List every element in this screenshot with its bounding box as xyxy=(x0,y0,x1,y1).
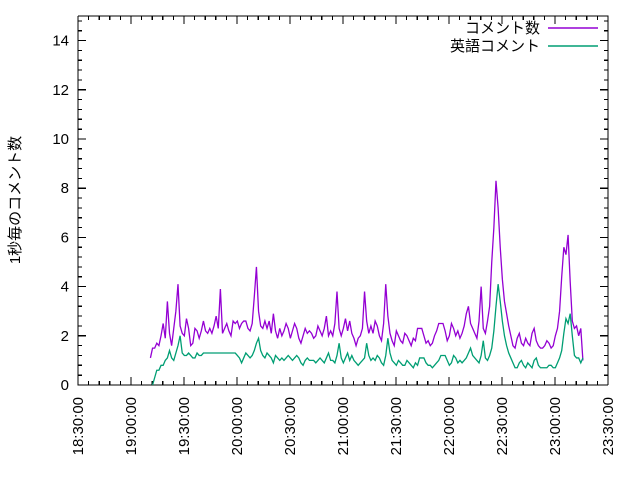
x-axis-tick-labels: 18:30:00 19:00:00 19:30:00 20:00:00 20:30:00… xyxy=(70,397,617,455)
y-axis-ticks xyxy=(78,20,608,386)
y-axis-title-group: 1秒毎のコメント数 xyxy=(7,136,24,264)
y-tick-label: 6 xyxy=(61,229,69,246)
y-axis-tick-labels: 0 2 4 6 8 10 12 14 xyxy=(52,33,69,394)
x-tick-label: 19:30:00 xyxy=(176,397,193,455)
data-series-group xyxy=(149,180,584,386)
legend-label-2: 英語コメント xyxy=(450,37,540,55)
y-tick-label: 4 xyxy=(61,279,69,296)
x-tick-label: 23:00:00 xyxy=(547,397,564,455)
x-tick-label: 22:00:00 xyxy=(441,397,458,455)
x-tick-label: 21:00:00 xyxy=(335,397,352,455)
x-tick-label: 20:00:00 xyxy=(229,397,246,455)
x-tick-label: 21:30:00 xyxy=(388,397,405,455)
y-tick-label: 2 xyxy=(61,328,69,345)
x-tick-label: 18:30:00 xyxy=(70,397,87,455)
x-tick-label: 22:30:00 xyxy=(494,397,511,455)
x-tick-label: 23:30:00 xyxy=(600,397,617,455)
series-line-2 xyxy=(151,284,584,386)
legend-label-1: コメント数 xyxy=(465,20,540,37)
y-tick-label: 10 xyxy=(52,131,69,148)
y-axis-title: 1秒毎のコメント数 xyxy=(7,136,24,264)
y-tick-label: 14 xyxy=(52,33,69,50)
series-line-1 xyxy=(149,180,584,361)
x-tick-label: 20:30:00 xyxy=(282,397,299,455)
x-axis-ticks xyxy=(77,16,609,385)
x-tick-label: 19:00:00 xyxy=(123,397,140,455)
y-tick-label: 0 xyxy=(61,377,69,394)
y-tick-label: 8 xyxy=(61,180,69,197)
y-tick-label: 12 xyxy=(52,82,69,99)
